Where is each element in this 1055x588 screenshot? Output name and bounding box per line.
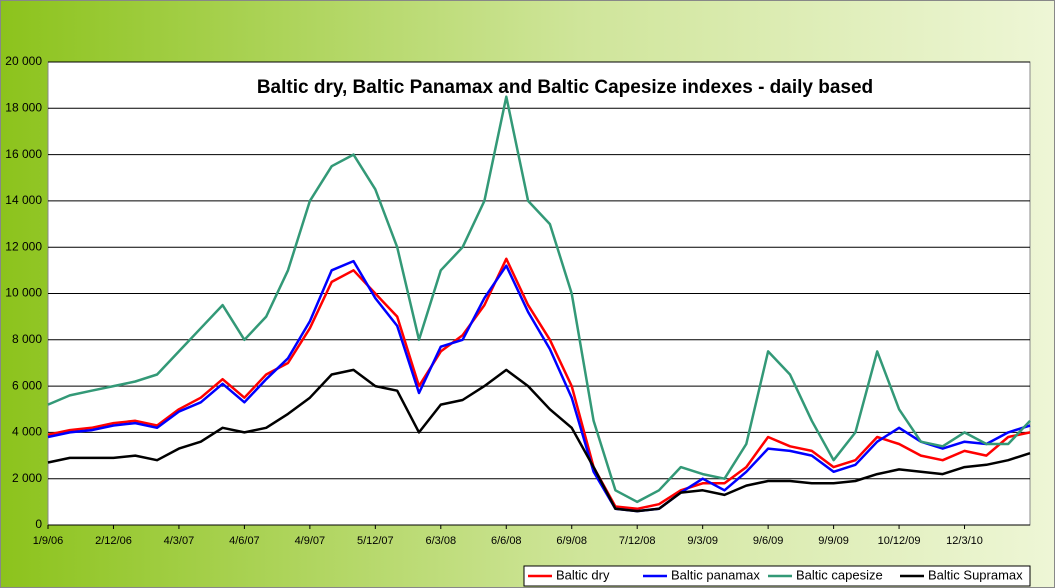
legend-label: Baltic panamax: [671, 567, 760, 582]
y-tick-label: 0: [35, 517, 42, 531]
y-tick-label: 6 000: [12, 378, 42, 392]
y-tick-label: 4 000: [12, 425, 42, 439]
x-tick-label: 12/3/10: [946, 535, 983, 547]
y-tick-label: 2 000: [12, 471, 42, 485]
legend-label: Baltic capesize: [796, 567, 883, 582]
x-tick-label: 6/9/08: [556, 535, 587, 547]
y-tick-label: 16 000: [5, 147, 42, 161]
x-tick-label: 9/3/09: [687, 535, 718, 547]
x-tick-label: 4/6/07: [229, 535, 260, 547]
x-tick-label: 6/6/08: [491, 535, 522, 547]
y-tick-label: 20 000: [5, 54, 42, 68]
series-line: [47, 257, 1031, 511]
legend-label: Baltic Supramax: [928, 567, 1023, 582]
y-tick-label: 12 000: [5, 239, 42, 253]
y-tick-label: 18 000: [5, 100, 42, 114]
x-tick-label: 4/9/07: [295, 535, 326, 547]
x-tick-label: 9/9/09: [818, 535, 849, 547]
x-tick-label: 9/6/09: [753, 535, 784, 547]
x-tick-label: 4/3/07: [164, 535, 195, 547]
y-tick-label: 8 000: [12, 332, 42, 346]
series-line: [47, 259, 1031, 513]
series-line: [47, 368, 1031, 513]
x-tick-label: 2/12/06: [95, 535, 132, 547]
chart-title: Baltic dry, Baltic Panamax and Baltic Ca…: [257, 77, 873, 98]
x-tick-label: 6/3/08: [426, 535, 457, 547]
legend-label: Baltic dry: [556, 567, 610, 582]
x-tick-label: 1/9/06: [33, 535, 64, 547]
x-tick-label: 7/12/08: [619, 535, 656, 547]
y-tick-label: 10 000: [5, 286, 42, 300]
x-tick-label: 10/12/09: [878, 535, 921, 547]
x-tick-label: 5/12/07: [357, 535, 394, 547]
series-line: [47, 95, 1031, 504]
y-tick-label: 14 000: [5, 193, 42, 207]
